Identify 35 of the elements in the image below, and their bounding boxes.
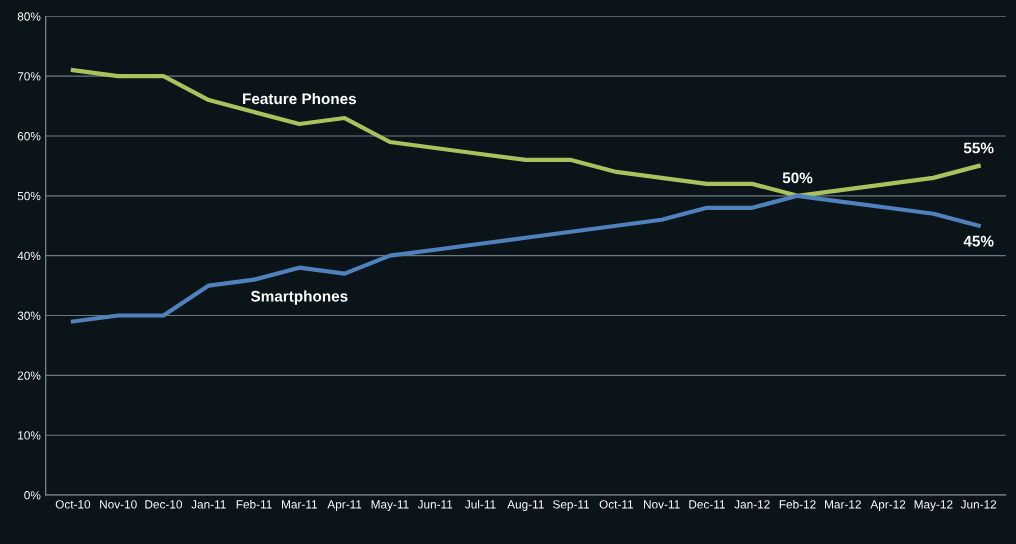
annotation: 50% (782, 172, 813, 184)
x-tick-label: Mar-12 (825, 500, 861, 509)
x-tick-label: Aug-11 (507, 500, 544, 511)
x-tick-label: Jan-12 (734, 500, 770, 509)
y-tick-label: 10% (18, 431, 41, 440)
y-tick-label: 60% (17, 132, 41, 141)
y-tick-label: 0% (24, 491, 41, 500)
x-tick-label: Jun-11 (417, 500, 453, 509)
x-tick-label: Nov-11 (644, 500, 680, 509)
x-tick-label: Apr-11 (327, 500, 362, 511)
x-tick-label: Feb-12 (779, 499, 816, 509)
x-tick-label: Jan-11 (191, 500, 226, 509)
y-tick-label: 80% (17, 12, 41, 21)
x-tick-label: Jun-12 (960, 500, 997, 509)
x-tick-label: May-12 (914, 500, 953, 511)
x-tick-label: Jul-11 (465, 499, 496, 509)
y-tick-label: 20% (17, 371, 41, 380)
series-label: Feature Phones (243, 92, 357, 105)
x-tick-label: Oct-10 (55, 500, 91, 509)
x-tick-label: Mar-11 (282, 500, 318, 509)
y-tick-label: 70% (17, 72, 41, 81)
y-tick-label: 40% (17, 251, 41, 261)
y-tick-label: 30% (17, 311, 41, 320)
x-tick-label: Apr-12 (870, 500, 906, 511)
x-tick-label: Dec-10 (145, 500, 183, 509)
annotation: 55% (963, 142, 994, 154)
x-tick-label: Feb-11 (236, 499, 272, 509)
annotation: 45% (963, 235, 994, 247)
x-tick-label: Oct-11 (599, 500, 634, 509)
y-tick-label: 50% (17, 191, 41, 201)
x-tick-label: Nov-10 (100, 500, 137, 509)
x-tick-label: Dec-11 (689, 500, 725, 509)
x-tick-label: Sep-11 (553, 500, 590, 511)
x-tick-label: May-11 (371, 500, 409, 511)
series-label: Smartphones (250, 290, 348, 305)
